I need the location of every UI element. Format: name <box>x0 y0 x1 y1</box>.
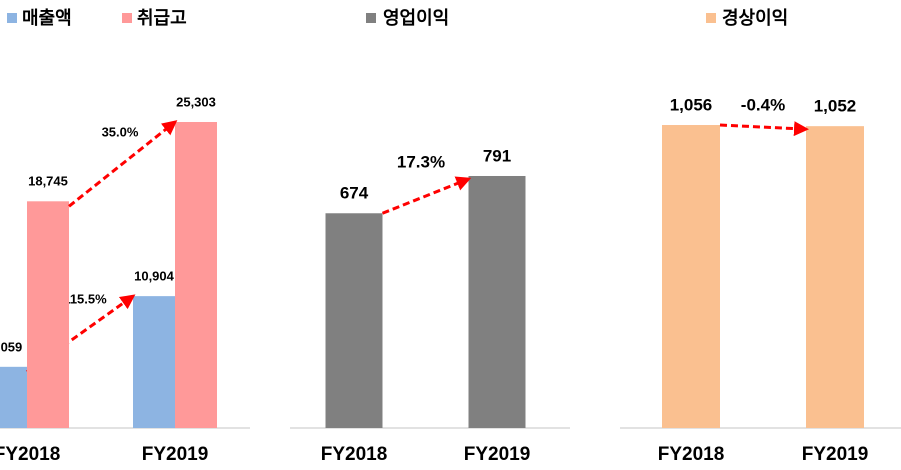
growth-arrow <box>719 121 809 137</box>
legend-label: 매출액 <box>22 8 72 28</box>
bar <box>27 201 69 428</box>
x-tick-label: FY2019 <box>802 444 869 465</box>
annotation: 115.5% <box>63 291 107 306</box>
value-label: 5,059 <box>0 339 22 354</box>
value-label: 10,904 <box>134 269 175 284</box>
growth-arrow <box>381 176 472 215</box>
legend-swatch <box>122 13 132 23</box>
bar <box>806 126 864 428</box>
value-label: 18,745 <box>28 174 68 189</box>
growth-arrow <box>68 120 178 208</box>
legend-swatch <box>706 13 716 23</box>
bar <box>662 125 720 429</box>
x-tick-label: FY2018 <box>658 444 725 465</box>
legend-label: 경상이익 <box>722 8 788 28</box>
x-tick-label: FY2019 <box>464 444 531 465</box>
annotation: 17.3% <box>397 152 445 171</box>
value-label: 25,303 <box>176 94 216 109</box>
value-label: 791 <box>483 146 511 165</box>
bar <box>0 366 27 428</box>
legend-label: 취급고 <box>137 8 187 28</box>
bar <box>175 122 217 429</box>
legend-swatch <box>366 13 376 23</box>
bar <box>468 175 526 428</box>
value-label: 1,052 <box>814 97 857 116</box>
value-label: 674 <box>340 184 369 203</box>
legend-swatch <box>7 13 17 23</box>
annotation: -0.4% <box>741 95 785 114</box>
annotation: 35.0% <box>102 124 139 139</box>
bar <box>325 213 383 428</box>
bar <box>133 296 175 428</box>
x-tick-label: FY2018 <box>0 444 60 465</box>
x-tick-label: FY2018 <box>321 444 388 465</box>
legend-label: 영업이익 <box>383 8 449 28</box>
value-label: 1,056 <box>670 96 713 115</box>
x-tick-label: FY2019 <box>142 444 209 465</box>
